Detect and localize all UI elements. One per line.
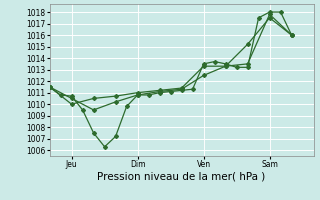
X-axis label: Pression niveau de la mer( hPa ): Pression niveau de la mer( hPa ) bbox=[98, 172, 266, 182]
